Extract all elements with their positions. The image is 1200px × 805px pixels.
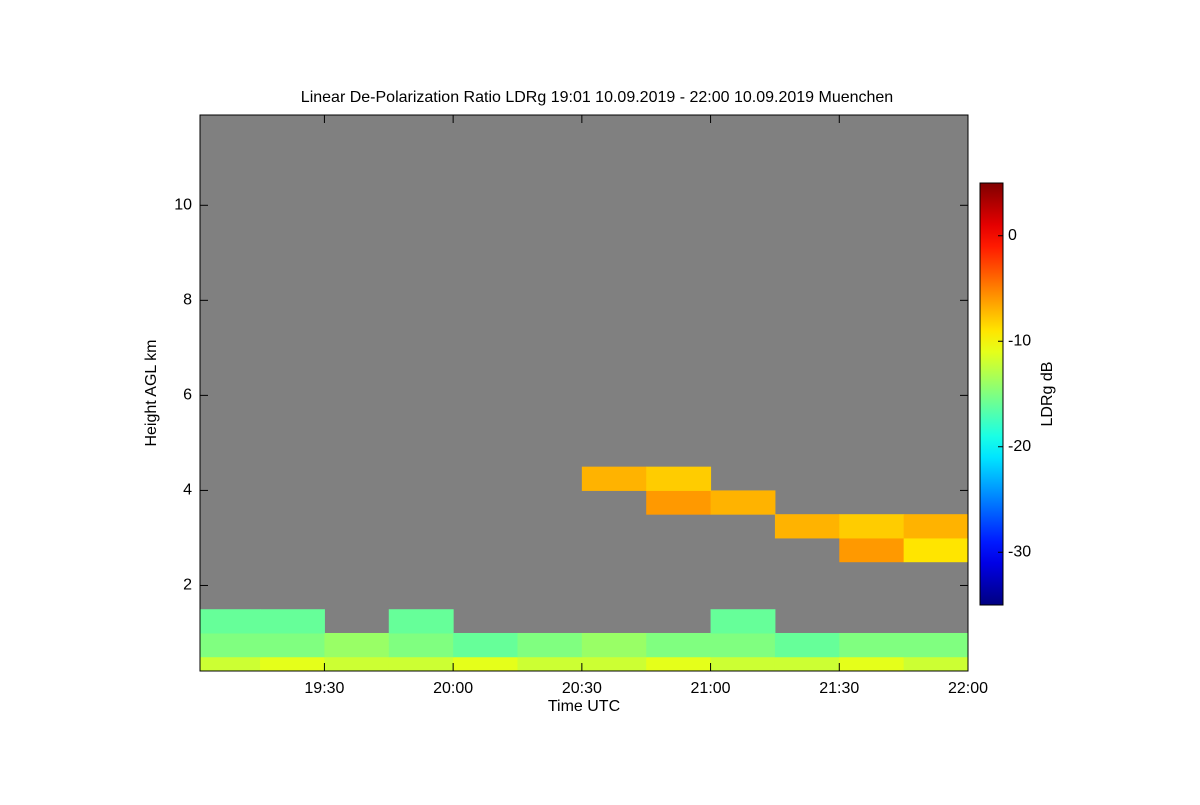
x-tick-label: 20:00 [433, 680, 473, 697]
heatmap-cell [388, 609, 454, 634]
y-tick-label: 2 [183, 577, 192, 594]
x-tick-label: 21:00 [691, 680, 731, 697]
plot-background [200, 115, 968, 671]
heatmap-cell [646, 632, 712, 658]
heatmap-cell [260, 609, 325, 634]
heatmap-cell [517, 632, 583, 658]
heatmap-cell [200, 609, 261, 634]
heatmap-cell [324, 632, 390, 658]
y-tick-label: 8 [183, 292, 192, 309]
heatmap-cell [839, 656, 905, 672]
heatmap-cell [710, 656, 776, 672]
heatmap-cell [388, 656, 454, 672]
y-tick-label: 10 [174, 197, 192, 214]
heatmap-cell [839, 632, 905, 658]
heatmap-cell [903, 514, 969, 539]
heatmap-cell [839, 514, 905, 539]
heatmap-cell [710, 490, 776, 515]
chart-title: Linear De-Polarization Ratio LDRg 19:01 … [301, 89, 893, 106]
heatmap-cell [903, 632, 969, 658]
colorbar-tick-label: -20 [1008, 438, 1031, 455]
heatmap-cell [200, 632, 261, 658]
colorbar-tick-label: 0 [1008, 227, 1017, 244]
x-tick-label: 21:30 [819, 680, 859, 697]
heatmap-cell [453, 632, 518, 658]
heatmap-cell [388, 632, 454, 658]
heatmap-cell [200, 656, 261, 672]
heatmap-cell [774, 514, 840, 539]
heatmap-cell [453, 656, 518, 672]
x-axis-label: Time UTC [548, 698, 620, 715]
heatmap-cell [774, 656, 840, 672]
colorbar-label: LDRg dB [1039, 362, 1056, 427]
y-tick-label: 4 [183, 482, 192, 499]
heatmap-cell [646, 490, 712, 515]
heatmap-cell [581, 466, 647, 491]
heatmap-cell [517, 656, 583, 672]
plot-frame [199, 114, 969, 672]
heatmap-cell [710, 609, 776, 634]
heatmap-cell [324, 656, 390, 672]
heatmap-cell [774, 632, 840, 658]
y-axis-label: Height AGL km [143, 339, 160, 446]
colorbar-tick-label: -30 [1008, 543, 1031, 560]
colorbar-tick-label: -10 [1008, 332, 1031, 349]
heatmap-cell [646, 466, 712, 491]
x-tick-label: 19:30 [304, 680, 344, 697]
x-tick-label: 20:30 [562, 680, 602, 697]
heatmap-cell [903, 656, 969, 672]
heatmap-cell [903, 537, 969, 563]
heatmap-cell [710, 632, 776, 658]
heatmap-cell [260, 656, 325, 672]
y-tick-label: 6 [183, 387, 192, 404]
x-tick-label: 22:00 [948, 680, 988, 697]
colorbar [979, 182, 1004, 606]
heatmap-cell [260, 632, 325, 658]
heatmap-cell [581, 656, 647, 672]
heatmap-cell [581, 632, 647, 658]
heatmap-cell [839, 537, 905, 563]
heatmap-cell [646, 656, 712, 672]
